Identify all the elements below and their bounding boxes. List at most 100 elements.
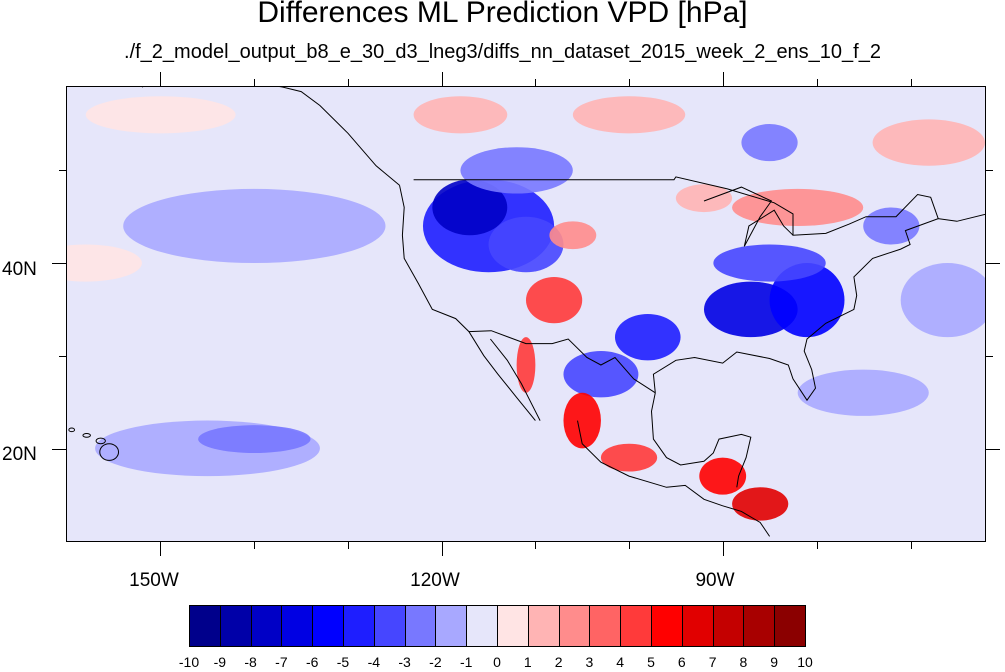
hawaii-island-2 bbox=[82, 433, 91, 438]
lon-tick-bottom bbox=[629, 542, 631, 549]
colorbar-swatch bbox=[404, 605, 437, 647]
colorbar-swatch bbox=[497, 605, 529, 647]
us-mexico-border-line bbox=[468, 330, 656, 394]
gulf-coast-line bbox=[652, 213, 985, 402]
anomaly-region-19 bbox=[699, 457, 747, 495]
anomaly-region-2 bbox=[488, 216, 564, 273]
colorbar-label: 2 bbox=[554, 654, 563, 670]
colorbar-swatch bbox=[312, 605, 344, 647]
lat-tick-right bbox=[986, 262, 1000, 264]
lon-tick-bottom bbox=[910, 542, 912, 549]
colorbar-swatch bbox=[589, 605, 622, 647]
colorbar-label: 9 bbox=[770, 654, 779, 670]
anomaly-region-11 bbox=[732, 188, 864, 226]
lon-tick-bottom bbox=[723, 542, 725, 556]
anomaly-region-3 bbox=[460, 147, 573, 194]
lon-tick-bottom bbox=[347, 542, 349, 549]
map-plot-area bbox=[66, 86, 986, 542]
anomaly-region-13 bbox=[572, 96, 686, 134]
map-subtitle: ./f_2_model_output_b8_e_30_d3_lneg3/diff… bbox=[124, 41, 881, 63]
colorbar-label: 0 bbox=[493, 654, 501, 670]
vpd-difference-map bbox=[67, 87, 985, 537]
lat-tick-right bbox=[986, 448, 1000, 450]
colorbar-label: -7 bbox=[275, 654, 288, 670]
colorbar-swatch bbox=[466, 605, 498, 647]
anomaly-region-10 bbox=[713, 244, 826, 282]
anomaly-region-17 bbox=[516, 337, 536, 393]
lat-label-20n: 20N bbox=[2, 444, 37, 465]
lon-tick-top bbox=[817, 79, 819, 86]
colorbar-label: 4 bbox=[616, 654, 625, 670]
lat-label-40n: 40N bbox=[2, 259, 37, 280]
lon-label-150w: 150W bbox=[129, 570, 179, 591]
anomaly-region-18 bbox=[600, 443, 658, 472]
lat-tick-left bbox=[52, 448, 66, 450]
anomaly-region-26 bbox=[900, 263, 985, 338]
colorbar-swatch bbox=[527, 605, 560, 647]
lat-tick-right bbox=[986, 355, 993, 357]
anomaly-region-20 bbox=[732, 487, 789, 521]
anomaly-region-6 bbox=[614, 314, 681, 361]
lon-tick-top bbox=[629, 79, 631, 86]
colorbar-swatch bbox=[774, 605, 806, 647]
anomaly-region-1 bbox=[432, 179, 508, 236]
hawaii-island-0 bbox=[99, 443, 120, 461]
colorbar-swatch bbox=[250, 605, 283, 647]
colorbar-swatch bbox=[712, 605, 745, 647]
lat-tick-left bbox=[59, 169, 66, 171]
colorbar-label: -10 bbox=[178, 654, 200, 670]
lon-label-120w: 120W bbox=[410, 570, 460, 591]
colorbar-swatch bbox=[651, 605, 683, 647]
colorbar-label: -1 bbox=[459, 654, 473, 670]
us-canada-border-line bbox=[413, 176, 939, 236]
map-title: Differences ML Prediction VPD [hPa] bbox=[257, 0, 748, 29]
colorbar-label: 1 bbox=[523, 654, 532, 670]
colorbar-label: 8 bbox=[739, 654, 748, 670]
anomaly-region-12 bbox=[675, 184, 733, 213]
colorbar-swatch bbox=[189, 605, 221, 647]
colorbar-swatch bbox=[558, 605, 591, 647]
lon-tick-top bbox=[253, 79, 255, 86]
lon-tick-top bbox=[723, 72, 725, 86]
colorbar-label: -9 bbox=[213, 654, 227, 670]
colorbar-swatch bbox=[435, 605, 468, 647]
lon-tick-top bbox=[159, 72, 161, 86]
colorbar-label: -4 bbox=[367, 654, 381, 670]
colorbar-swatch bbox=[620, 605, 652, 647]
colorbar-label: 3 bbox=[585, 654, 594, 670]
lon-tick-top bbox=[441, 72, 443, 86]
anomaly-region-25 bbox=[797, 369, 929, 416]
colorbar-swatch bbox=[743, 605, 776, 647]
lon-tick-top bbox=[347, 79, 349, 86]
lon-tick-bottom bbox=[441, 542, 443, 556]
us-west-coast-line bbox=[399, 185, 536, 421]
lon-tick-bottom bbox=[535, 542, 537, 549]
anomaly-region-7 bbox=[563, 351, 639, 398]
great-lakes-line bbox=[703, 186, 794, 247]
anomaly-region-9 bbox=[769, 263, 845, 338]
anomaly-region-24 bbox=[67, 244, 142, 282]
hawaii-island-3 bbox=[68, 427, 75, 433]
colorbar-label: -5 bbox=[336, 654, 350, 670]
anomaly-region-22 bbox=[198, 425, 311, 453]
lat-tick-right bbox=[986, 169, 993, 171]
colorbar-swatch bbox=[281, 605, 314, 647]
colorbar-label: -8 bbox=[244, 654, 257, 670]
anomaly-region-29 bbox=[413, 96, 508, 134]
colorbar-swatch bbox=[373, 605, 406, 647]
colorbar-swatch bbox=[343, 605, 375, 647]
mexico-coast-line bbox=[577, 420, 771, 537]
colorbar-label: -3 bbox=[398, 654, 411, 670]
lat-tick-left bbox=[52, 262, 66, 264]
lon-tick-top bbox=[535, 79, 537, 86]
anomaly-region-14 bbox=[741, 124, 798, 162]
hawaii-island-1 bbox=[95, 437, 106, 445]
colorbar-label: -2 bbox=[429, 654, 442, 670]
lon-label-90w: 90W bbox=[695, 570, 735, 591]
mexico-gulf-line bbox=[650, 392, 752, 488]
lon-tick-bottom bbox=[159, 542, 161, 556]
lon-tick-bottom bbox=[817, 542, 819, 549]
bc-alaska-coast-line bbox=[141, 87, 400, 186]
anomaly-region-23 bbox=[123, 188, 386, 264]
anomaly-region-4 bbox=[526, 276, 583, 324]
